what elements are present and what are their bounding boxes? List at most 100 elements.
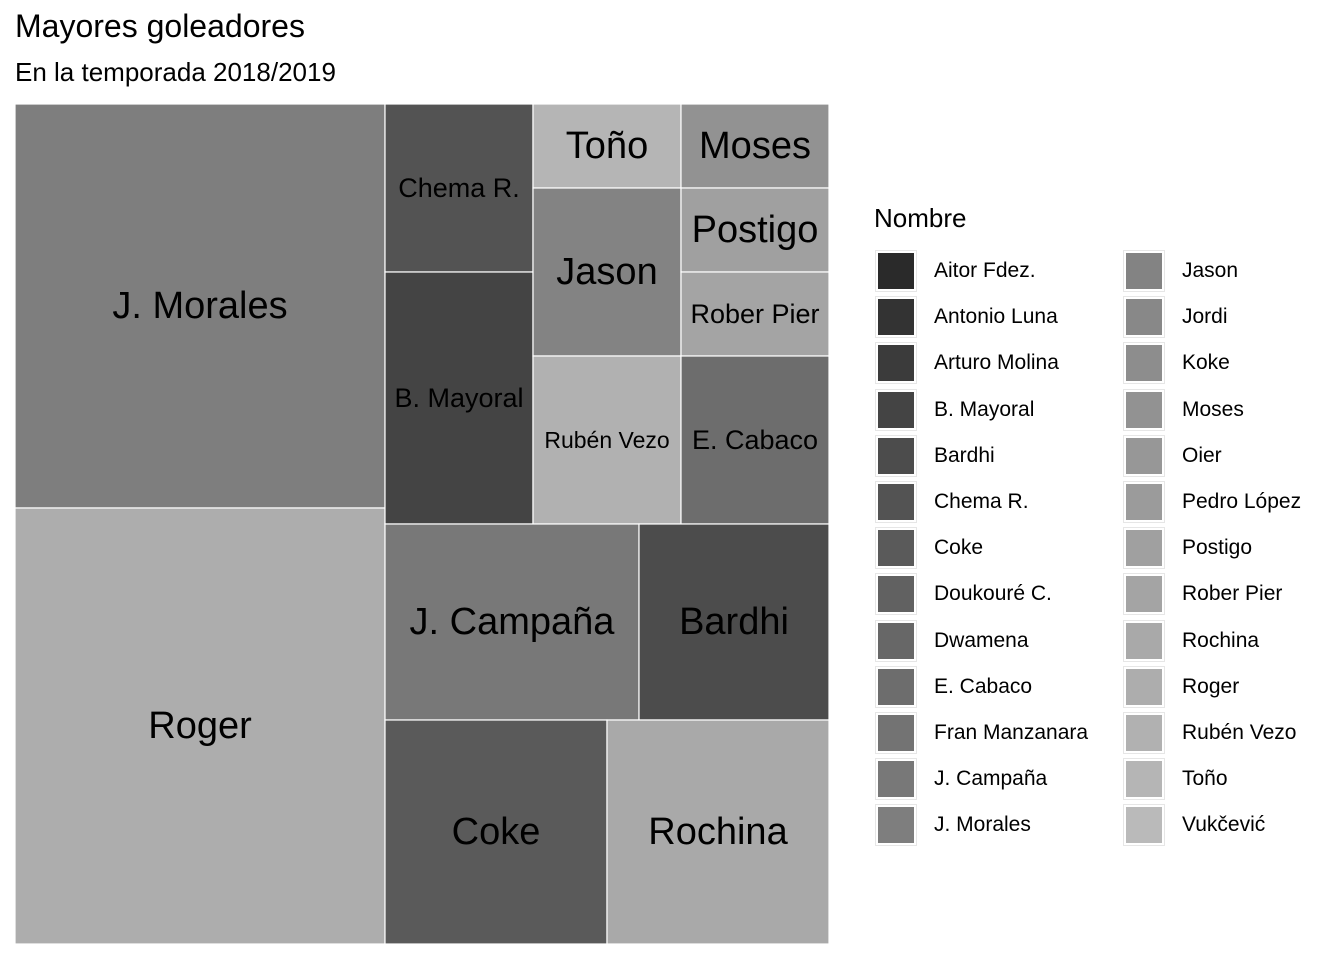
legend-key xyxy=(1123,481,1165,523)
legend-item: Rochina xyxy=(1123,618,1260,664)
legend-key xyxy=(875,527,917,570)
tile-label-jason: Jason xyxy=(556,251,657,293)
tile-label-j-campana: J. Campaña xyxy=(410,601,616,643)
legend-key xyxy=(1123,388,1165,431)
legend-label: Chema R. xyxy=(934,490,1029,513)
legend-label: Antonio Luna xyxy=(934,305,1058,329)
legend-label: Jason xyxy=(1182,259,1239,282)
legend-label: Vukčević xyxy=(1182,813,1266,837)
legend-key xyxy=(875,250,917,292)
legend-label: Fran Manzanara xyxy=(934,721,1089,744)
legend-item: Fran Manzanara xyxy=(875,710,1089,756)
legend-label: Rober Pier xyxy=(1182,582,1283,606)
legend-key xyxy=(875,665,917,708)
legend-item: Rober Pier xyxy=(1123,571,1283,617)
tile-e-cabaco xyxy=(680,355,830,525)
tile-coke xyxy=(384,719,608,945)
legend-item: Bardhi xyxy=(875,433,995,479)
legend-label: Doukouré C. xyxy=(934,582,1052,606)
legend-item: Arturo Molina xyxy=(875,340,1059,386)
legend-key xyxy=(1123,527,1165,570)
legend-label: Bardhi xyxy=(934,443,995,467)
legend-item: Toño xyxy=(1123,756,1228,802)
legend-key xyxy=(1123,665,1165,708)
legend-label: Arturo Molina xyxy=(934,351,1059,375)
chart-subtitle: En la temporada 2018/2019 xyxy=(15,57,336,87)
tile-bardhi xyxy=(638,523,830,721)
legend-label: Oier xyxy=(1182,443,1222,467)
legend-item: Oier xyxy=(1123,433,1222,479)
legend-key xyxy=(875,619,917,662)
legend-item: B. Mayoral xyxy=(875,387,1035,433)
tile-jason xyxy=(532,187,682,357)
legend-key xyxy=(1123,342,1165,385)
legend-key xyxy=(1123,250,1165,292)
legend-label: Pedro López xyxy=(1182,490,1302,513)
tile-label-rober-pier: Rober Pier xyxy=(690,299,819,329)
legend-label: Rubén Vezo xyxy=(1182,721,1297,744)
legend-title: Nombre xyxy=(874,203,967,233)
legend-label: Koke xyxy=(1182,351,1230,375)
tile-postigo xyxy=(680,187,830,273)
legend-key xyxy=(1123,804,1165,847)
legend-item: J. Morales xyxy=(875,802,1031,848)
tile-ruben-vezo xyxy=(532,355,682,525)
legend-item: Chema R. xyxy=(875,479,1029,525)
tile-label-b-mayoral: B. Mayoral xyxy=(394,383,523,413)
tile-j-campana xyxy=(384,523,640,721)
tile-chema-r xyxy=(384,103,534,273)
legend-key xyxy=(875,342,917,385)
legend-label: J. Morales xyxy=(934,813,1031,837)
tile-j-morales xyxy=(14,103,386,509)
legend-label: Roger xyxy=(1182,674,1240,698)
legend-label: E. Cabaco xyxy=(934,674,1033,698)
tile-moses xyxy=(680,103,830,189)
legend-item: Rubén Vezo xyxy=(1123,710,1297,756)
tile-tono xyxy=(532,103,682,189)
legend-key xyxy=(875,712,917,754)
legend-key xyxy=(875,481,917,523)
legend-label: J. Campaña xyxy=(934,767,1048,791)
legend-item: Moses xyxy=(1123,387,1244,433)
legend-item: Doukouré C. xyxy=(875,571,1052,617)
legend-label: Dwamena xyxy=(934,628,1029,652)
tile-label-rochina: Rochina xyxy=(648,811,788,853)
chart-title: Mayores goleadores xyxy=(15,8,305,44)
legend-key xyxy=(1123,712,1165,754)
legend-key xyxy=(1123,758,1165,801)
tile-label-postigo: Postigo xyxy=(692,209,819,251)
legend-item: Jordi xyxy=(1123,294,1228,340)
legend-key xyxy=(1123,573,1165,616)
legend-key xyxy=(875,804,917,847)
legend-label: Jordi xyxy=(1182,305,1228,329)
tile-label-e-cabaco: E. Cabaco xyxy=(692,425,818,455)
legend-label: Moses xyxy=(1182,397,1244,421)
legend-label: Postigo xyxy=(1182,536,1253,560)
legend-item: J. Campaña xyxy=(875,756,1048,802)
legend-key xyxy=(1123,296,1165,339)
legend-item: Pedro López xyxy=(1123,479,1302,525)
tile-rochina xyxy=(606,719,830,945)
tile-label-coke: Coke xyxy=(452,811,541,853)
legend-item: Jason xyxy=(1123,248,1239,294)
tile-b-mayoral xyxy=(384,271,534,525)
legend-key xyxy=(875,758,917,801)
legend-item: E. Cabaco xyxy=(875,664,1033,710)
legend-item: Roger xyxy=(1123,664,1240,710)
treemap-plot: J. Morales Roger Chema R. B. Mayoral Toño Mos… xyxy=(14,103,830,945)
tile-label-j-morales: J. Morales xyxy=(112,285,287,327)
tile-label-bardhi: Bardhi xyxy=(679,601,789,643)
tile-roger xyxy=(14,507,386,945)
legend-key xyxy=(1123,434,1165,477)
legend-label: Toño xyxy=(1182,767,1228,791)
legend-key xyxy=(875,434,917,477)
legend-item: Postigo xyxy=(1123,525,1253,571)
legend-key xyxy=(875,296,917,339)
legend-key xyxy=(1123,619,1165,662)
legend-label: Aitor Fdez. xyxy=(934,259,1036,282)
legend-item: Coke xyxy=(875,525,984,571)
legend-item: Vukčević xyxy=(1123,802,1266,848)
legend-label: Coke xyxy=(934,536,984,560)
legend-label: Rochina xyxy=(1182,628,1260,652)
legend-label: B. Mayoral xyxy=(934,397,1035,421)
